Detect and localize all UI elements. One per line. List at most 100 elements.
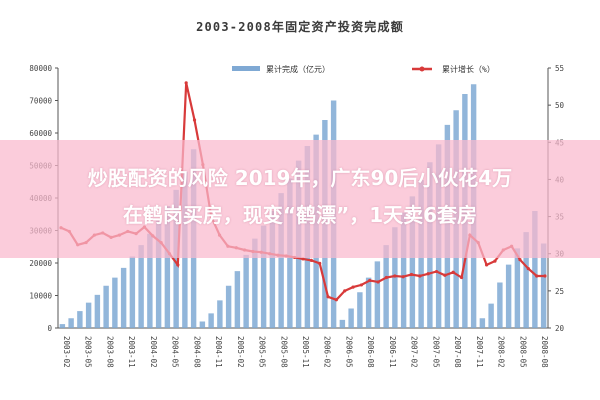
growth-point bbox=[384, 275, 389, 280]
growth-point bbox=[443, 273, 447, 277]
right-tick-label: 25 bbox=[555, 287, 564, 296]
legend-swatch-bar bbox=[232, 66, 260, 71]
headline-overlay[interactable]: 炒股配资的风险 2019年，广东90后小伙花4万 在鹤岗买房，现变“鹤漂”，1天… bbox=[20, 160, 580, 234]
bar bbox=[488, 303, 494, 328]
growth-point bbox=[343, 289, 347, 293]
growth-point bbox=[192, 118, 197, 122]
bar bbox=[365, 277, 372, 328]
growth-point bbox=[368, 278, 372, 283]
growth-point bbox=[176, 263, 180, 267]
growth-point bbox=[535, 274, 539, 278]
x-tick-label: 2005-02 bbox=[236, 336, 245, 368]
x-tick-label: 2005-05 bbox=[258, 336, 267, 368]
x-tick-label: 2003-08 bbox=[105, 336, 114, 368]
x-tick-label: 2004-02 bbox=[149, 336, 158, 368]
x-tick-label: 2008-08 bbox=[540, 336, 549, 368]
bar bbox=[208, 313, 214, 328]
x-tick-label: 2006-05 bbox=[344, 336, 353, 368]
bar bbox=[532, 211, 538, 328]
bar bbox=[339, 319, 346, 328]
left-tick-label: 80000 bbox=[29, 64, 52, 73]
bar bbox=[217, 300, 223, 328]
bar bbox=[94, 294, 101, 328]
growth-point bbox=[393, 274, 397, 278]
growth-point bbox=[376, 280, 380, 284]
bar bbox=[243, 254, 249, 328]
growth-point bbox=[418, 274, 422, 278]
headline-overlay-band bbox=[0, 140, 600, 258]
bar bbox=[497, 282, 503, 328]
right-tick-label: 50 bbox=[555, 101, 565, 110]
growth-point bbox=[451, 270, 455, 274]
bar bbox=[523, 232, 529, 328]
bar bbox=[155, 220, 162, 328]
x-tick-label: 2006-02 bbox=[323, 336, 332, 368]
bar bbox=[199, 321, 206, 328]
bar bbox=[357, 292, 363, 328]
x-tick-label: 2003-11 bbox=[127, 336, 136, 368]
growth-point bbox=[526, 266, 530, 271]
bar bbox=[374, 261, 381, 328]
bar bbox=[138, 245, 144, 328]
bar bbox=[409, 196, 416, 328]
left-tick-label: 0 bbox=[47, 324, 52, 333]
x-tick-label: 2008-02 bbox=[497, 336, 506, 368]
x-tick-label: 2005-11 bbox=[301, 336, 310, 368]
left-tick-label: 60000 bbox=[29, 129, 52, 138]
bar bbox=[173, 189, 179, 328]
bar bbox=[85, 302, 92, 328]
growth-point bbox=[484, 263, 489, 267]
bar bbox=[278, 193, 284, 328]
growth-point bbox=[459, 275, 464, 280]
bar bbox=[112, 277, 118, 328]
bar bbox=[400, 212, 407, 328]
bar bbox=[260, 225, 267, 328]
bar bbox=[59, 324, 66, 328]
bar bbox=[392, 227, 398, 328]
growth-point bbox=[318, 261, 322, 265]
growth-point bbox=[401, 275, 405, 279]
bar bbox=[269, 211, 276, 328]
bar bbox=[103, 285, 109, 328]
bar bbox=[252, 238, 258, 328]
bar bbox=[505, 264, 512, 328]
x-tick-label: 2007-11 bbox=[475, 336, 484, 368]
growth-point bbox=[309, 258, 313, 262]
left-tick-label: 70000 bbox=[29, 97, 52, 106]
growth-point bbox=[326, 295, 330, 299]
growth-point bbox=[334, 298, 338, 302]
bar bbox=[234, 271, 241, 328]
growth-point bbox=[434, 269, 439, 274]
x-tick-label: 2004-08 bbox=[192, 336, 201, 368]
growth-point bbox=[543, 274, 547, 278]
growth-point bbox=[301, 257, 305, 261]
bar bbox=[164, 206, 171, 328]
chart-title: 2003-2008年固定资产投资完成额 bbox=[196, 20, 404, 34]
x-tick-label: 2007-05 bbox=[431, 336, 440, 368]
growth-point bbox=[359, 283, 364, 287]
bar bbox=[348, 308, 354, 328]
growth-point bbox=[518, 258, 522, 262]
x-tick-label: 2006-11 bbox=[388, 336, 397, 368]
bar bbox=[540, 243, 547, 328]
legend-swatch-line-marker bbox=[419, 66, 425, 72]
legend-label-line: 累计增长（%） bbox=[442, 64, 495, 74]
legend-label-bar: 累计完成（亿元） bbox=[266, 64, 330, 74]
headline-line-1: 炒股配资的风险 2019年，广东90后小伙花4万 bbox=[87, 166, 513, 190]
x-tick-label: 2006-08 bbox=[366, 336, 375, 368]
right-tick-label: 20 bbox=[555, 324, 565, 333]
x-tick-label: 2005-08 bbox=[279, 336, 288, 368]
growth-point bbox=[493, 259, 497, 263]
bar bbox=[129, 256, 136, 328]
bar bbox=[147, 233, 153, 328]
growth-point bbox=[351, 285, 355, 289]
bar bbox=[77, 311, 83, 328]
growth-point bbox=[184, 81, 188, 85]
left-tick-label: 20000 bbox=[29, 259, 52, 268]
x-tick-label: 2003-05 bbox=[84, 336, 93, 368]
x-tick-label: 2007-08 bbox=[453, 336, 462, 368]
x-tick-label: 2007-02 bbox=[410, 336, 419, 368]
bar bbox=[514, 248, 521, 328]
x-tick-label: 2003-02 bbox=[62, 336, 71, 368]
bar bbox=[479, 318, 486, 328]
